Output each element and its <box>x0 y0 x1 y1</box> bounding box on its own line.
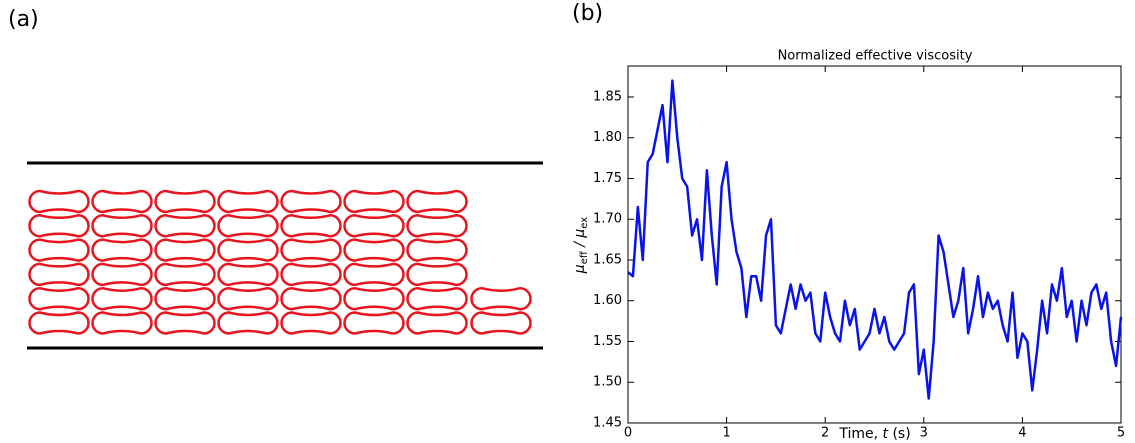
cell <box>343 286 405 311</box>
x-tick-label: 2 <box>821 426 829 441</box>
y-axis-label-part: ex <box>579 217 590 229</box>
x-tick-label: 3 <box>920 426 928 441</box>
y-tick-label: 1.45 <box>593 416 622 431</box>
y-tick-label: 1.70 <box>593 212 622 227</box>
x-axis-label-part: t <box>883 426 889 442</box>
cell <box>470 286 532 311</box>
y-axis-label-part: μ <box>572 264 588 274</box>
y-tick-label: 1.65 <box>593 252 622 267</box>
cell <box>343 311 405 335</box>
cell <box>280 262 342 287</box>
cell <box>91 311 153 335</box>
cell <box>154 189 216 214</box>
cell <box>343 238 405 262</box>
data-line <box>627 79 1123 400</box>
cell <box>406 262 468 287</box>
plot-frame <box>627 65 1122 424</box>
cell <box>154 286 216 311</box>
cell <box>406 214 468 238</box>
cell <box>217 189 279 214</box>
cell <box>28 286 90 311</box>
cell <box>154 214 216 238</box>
cell <box>343 189 405 214</box>
panel-label: (b) <box>572 1 603 26</box>
y-tick-label: 1.85 <box>593 89 622 104</box>
cell <box>91 189 153 214</box>
y-tick-label: 1.60 <box>593 293 622 308</box>
y-tick-label: 1.80 <box>593 130 622 145</box>
cell <box>91 286 153 311</box>
x-axis-label-part: Time, <box>838 426 882 442</box>
y-tick-label: 1.75 <box>593 171 622 186</box>
cell <box>28 238 90 262</box>
cell <box>280 311 342 335</box>
cell <box>280 214 342 238</box>
cell <box>217 311 279 335</box>
y-axis-label-part: eff <box>579 250 590 264</box>
cell-diagram <box>27 161 543 350</box>
cell <box>154 238 216 262</box>
cell <box>154 311 216 335</box>
cell <box>280 189 342 214</box>
cell <box>406 286 468 311</box>
y-axis-label-part: / μ <box>572 229 588 252</box>
cell <box>91 214 153 238</box>
x-axis-label: Time, t (s) <box>838 426 910 442</box>
x-tick-label: 5 <box>1117 426 1125 441</box>
cell <box>217 214 279 238</box>
x-axis-label-part: (s) <box>888 426 911 442</box>
cell <box>280 286 342 311</box>
cell <box>217 262 279 287</box>
panel-label: (a) <box>8 7 39 32</box>
cell <box>91 262 153 287</box>
cell <box>406 189 468 214</box>
cell <box>217 238 279 262</box>
cell <box>280 238 342 262</box>
cell <box>343 214 405 238</box>
cell <box>154 262 216 287</box>
x-tick-label: 0 <box>624 426 632 441</box>
cell <box>28 262 90 287</box>
cell <box>28 214 90 238</box>
cell <box>217 286 279 311</box>
cell <box>28 311 90 335</box>
cell <box>470 311 532 335</box>
cell <box>28 189 90 214</box>
cell <box>406 311 468 335</box>
y-tick-label: 1.50 <box>593 375 622 390</box>
cell <box>91 238 153 262</box>
x-tick-label: 4 <box>1018 426 1026 441</box>
cell <box>343 262 405 287</box>
chart-title: Normalized effective viscosity <box>778 49 973 64</box>
y-axis-label: μeff / μex <box>572 217 590 274</box>
x-tick-label: 1 <box>722 426 730 441</box>
y-tick-label: 1.55 <box>593 334 622 349</box>
cell <box>406 238 468 262</box>
